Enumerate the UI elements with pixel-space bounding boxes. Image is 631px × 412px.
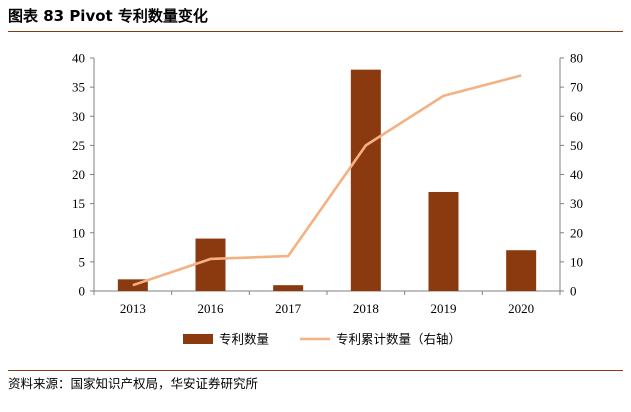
bar-2018 bbox=[350, 69, 381, 292]
right-tick-label: 20 bbox=[570, 225, 583, 240]
source-note: 资料来源：国家知识产权局，华安证券研究所 bbox=[8, 376, 259, 391]
left-tick-label: 15 bbox=[72, 196, 85, 211]
figure-title: 图表 83 Pivot 专利数量变化 bbox=[8, 7, 208, 25]
bar-series bbox=[117, 69, 537, 292]
right-tick-label: 10 bbox=[570, 254, 583, 269]
legend-label-line: 专利累计数量（右轴） bbox=[336, 332, 461, 347]
right-tick-label: 70 bbox=[570, 80, 583, 95]
legend: 专利数量 专利累计数量（右轴） bbox=[183, 332, 461, 347]
bar-2020 bbox=[506, 250, 537, 291]
bar-2016 bbox=[195, 238, 226, 291]
left-tick-label: 0 bbox=[79, 284, 86, 299]
x-tick-label: 2017 bbox=[275, 301, 302, 316]
source-rule bbox=[8, 370, 623, 371]
x-tick-label: 2019 bbox=[431, 301, 457, 316]
left-tick-label: 25 bbox=[72, 138, 85, 153]
line-series bbox=[132, 74, 522, 287]
right-tick-label: 0 bbox=[570, 284, 577, 299]
left-tick-label: 20 bbox=[72, 167, 85, 182]
left-tick-label: 10 bbox=[72, 225, 85, 240]
left-tick-label: 30 bbox=[72, 109, 85, 124]
x-tick-label: 2013 bbox=[120, 301, 146, 316]
bar-2019 bbox=[428, 191, 459, 291]
x-tick-label: 2018 bbox=[353, 301, 379, 316]
right-tick-label: 80 bbox=[570, 51, 583, 66]
left-tick-label: 5 bbox=[79, 254, 86, 269]
title-rule bbox=[8, 31, 623, 32]
x-tick-label: 2020 bbox=[508, 301, 534, 316]
right-tick-label: 40 bbox=[570, 167, 583, 182]
legend-label-bar: 专利数量 bbox=[219, 332, 269, 347]
legend-swatch-bar bbox=[183, 334, 213, 344]
x-tick-label: 2016 bbox=[198, 301, 225, 316]
left-tick-label: 40 bbox=[72, 51, 85, 66]
cumulative-line bbox=[132, 74, 522, 287]
right-tick-label: 30 bbox=[570, 196, 583, 211]
bar-2017 bbox=[273, 285, 304, 291]
right-tick-label: 60 bbox=[570, 109, 583, 124]
right-tick-label: 50 bbox=[570, 138, 583, 153]
left-tick-label: 35 bbox=[72, 80, 85, 95]
tick-labels: 0 5 10 15 20 25 30 35 40 0 10 20 30 40 50 60 70 80 2013 201… bbox=[72, 51, 583, 317]
chart-axes bbox=[90, 57, 564, 295]
